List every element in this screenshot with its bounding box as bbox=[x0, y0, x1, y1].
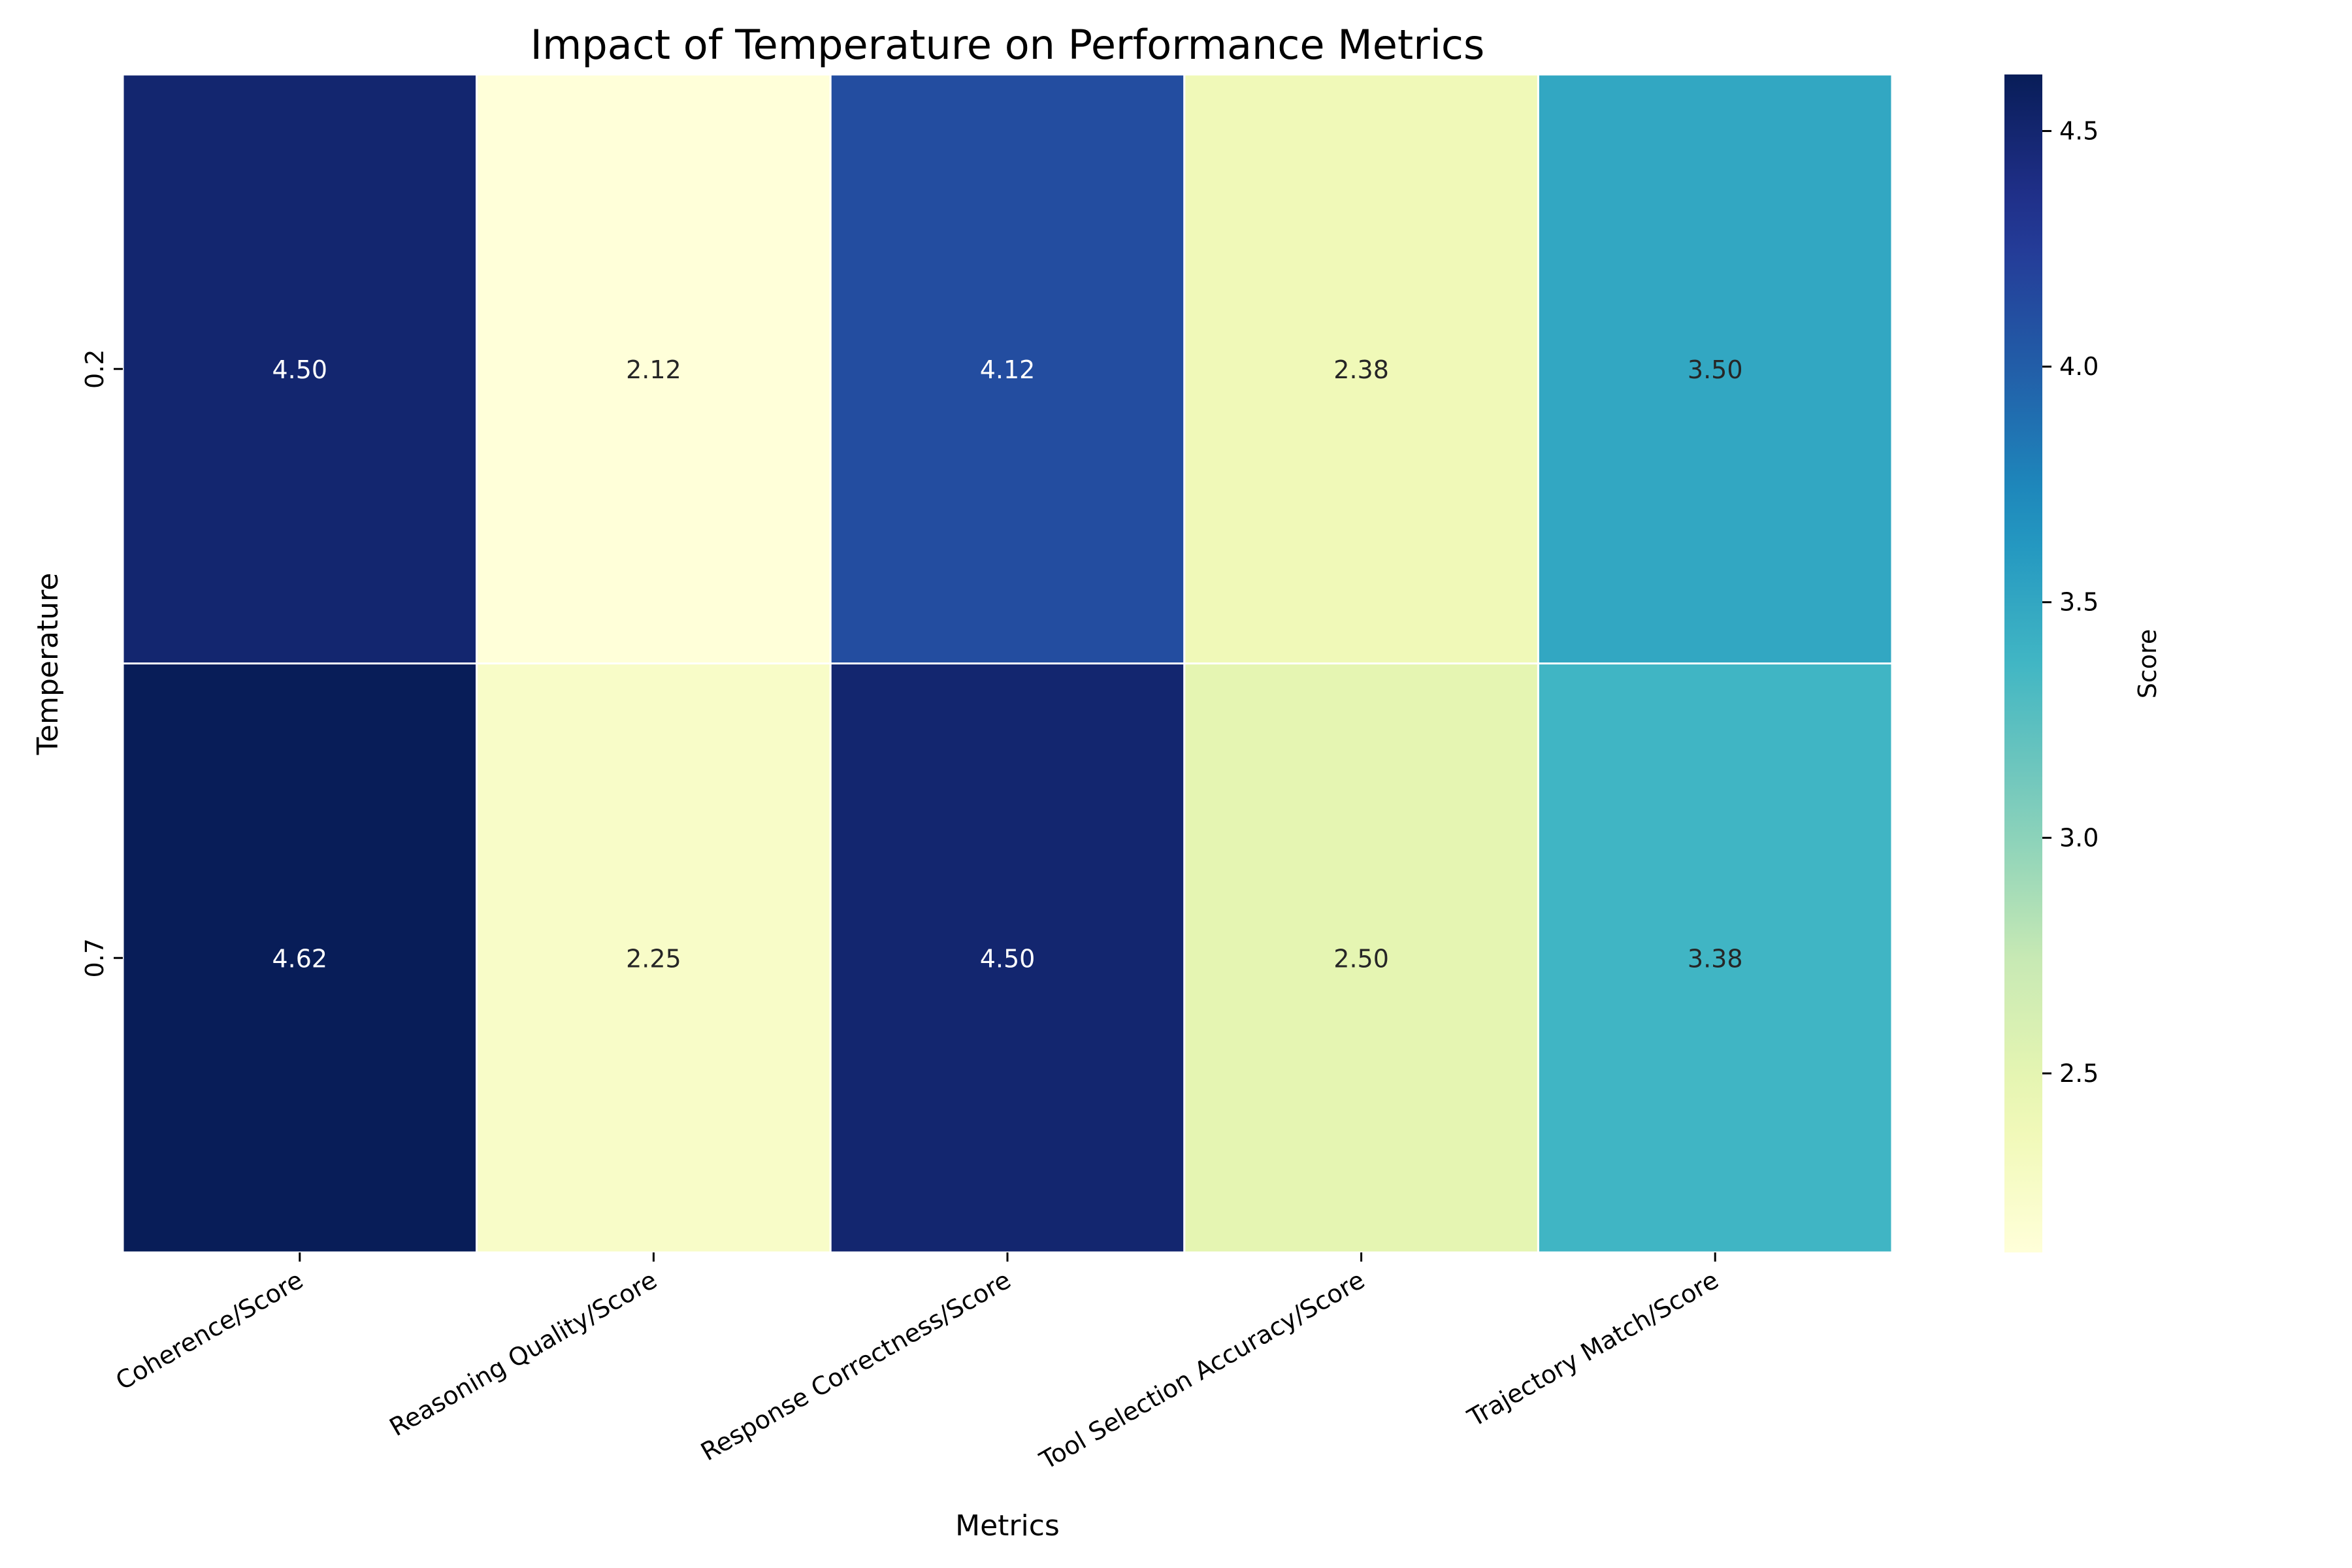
cell-value-label: 3.50 bbox=[1688, 355, 1743, 384]
y-tick-label: 0.7 bbox=[80, 938, 109, 977]
colorbar: 2.5 3.0 3.5 4.0 4.5 Score bbox=[2004, 74, 2162, 1252]
colorbar-tick-label: 3.0 bbox=[2059, 823, 2099, 852]
heatmap-cells bbox=[122, 73, 1893, 1254]
cell-value-label: 2.50 bbox=[1333, 944, 1389, 973]
colorbar-tick-label: 4.0 bbox=[2059, 352, 2099, 381]
x-axis: Coherence/Score Reasoning Quality/Score Re… bbox=[111, 1252, 1723, 1475]
heatmap-cell bbox=[476, 662, 832, 1254]
heatmap-cell bbox=[476, 73, 832, 664]
x-tick-label: Response Correctness/Score bbox=[696, 1266, 1015, 1467]
x-axis-label: Metrics bbox=[955, 1509, 1060, 1543]
cell-value-label: 3.38 bbox=[1688, 944, 1743, 973]
x-tick-label: Trajectory Match/Score bbox=[1462, 1266, 1723, 1433]
colorbar-tick-label: 2.5 bbox=[2059, 1059, 2099, 1088]
heatmap-cell bbox=[1537, 73, 1893, 664]
cell-value-label: 4.12 bbox=[980, 355, 1036, 384]
y-axis-label: Temperature bbox=[31, 573, 65, 756]
colorbar-tick-label: 3.5 bbox=[2059, 588, 2099, 617]
colorbar-tick-label: 4.5 bbox=[2059, 117, 2099, 146]
cell-value-label: 4.62 bbox=[272, 944, 327, 973]
x-tick-label: Coherence/Score bbox=[111, 1266, 308, 1396]
y-tick-label: 0.2 bbox=[80, 350, 109, 389]
cell-value-label: 4.50 bbox=[980, 944, 1036, 973]
x-tick-label: Tool Selection Accuracy/Score bbox=[1034, 1266, 1369, 1476]
heatmap-cell bbox=[1183, 73, 1539, 664]
cell-value-label: 2.38 bbox=[1333, 355, 1389, 384]
heatmap-cell bbox=[829, 662, 1186, 1254]
cell-value-label: 2.25 bbox=[626, 944, 681, 973]
heatmap-cell bbox=[122, 73, 478, 664]
heatmap-value-labels: 4.50 2.12 4.12 2.38 3.50 4.62 2.25 4.50 2.50 3.38 bbox=[272, 355, 1742, 973]
heatmap-cell bbox=[1537, 662, 1893, 1254]
colorbar-ticks: 2.5 3.0 3.5 4.0 4.5 bbox=[2042, 117, 2099, 1088]
y-axis: 0.2 0.7 bbox=[80, 350, 123, 977]
heatmap-cell bbox=[829, 73, 1186, 664]
heatmap-cell bbox=[122, 662, 478, 1254]
cell-value-label: 2.12 bbox=[626, 355, 681, 384]
colorbar-label: Score bbox=[2133, 629, 2162, 698]
x-tick-label: Reasoning Quality/Score bbox=[385, 1266, 662, 1442]
colorbar-gradient bbox=[2004, 74, 2042, 1252]
cell-value-label: 4.50 bbox=[272, 355, 327, 384]
chart-title: Impact of Temperature on Performance Met… bbox=[531, 21, 1485, 69]
